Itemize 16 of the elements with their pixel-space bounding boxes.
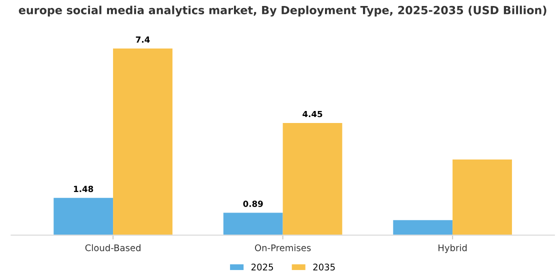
legend-label: 2035 (313, 264, 335, 270)
bar (54, 198, 114, 236)
bar (393, 220, 453, 236)
data-label: 0.89 (243, 200, 263, 207)
bar (282, 122, 342, 236)
legend-label: 2025 (251, 264, 273, 270)
bar (113, 48, 172, 236)
data-label: 1.48 (74, 186, 94, 192)
x-tick-label: Hybrid (438, 244, 467, 253)
data-label: 4.45 (302, 110, 322, 118)
chart-title: europe social media analytics market, By Deployment Type, 2025-2035 (USD Billion) (18, 6, 546, 17)
bar (452, 160, 512, 236)
x-tick-label: Cloud-Based (85, 244, 140, 252)
x-tick-label: On-Premises (254, 244, 311, 252)
bar (223, 212, 283, 236)
data-label: 7.4 (136, 36, 150, 43)
